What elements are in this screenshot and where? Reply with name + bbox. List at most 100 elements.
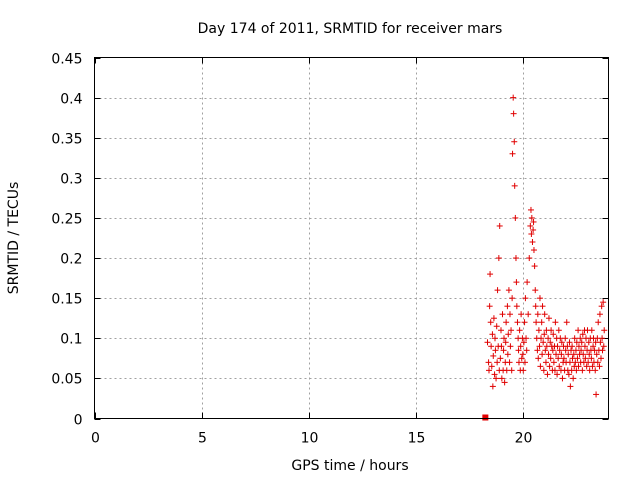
y-tick-label: 0.2 (60, 252, 82, 268)
data-point (515, 359, 522, 366)
data-point (511, 182, 518, 189)
data-point (487, 319, 494, 326)
data-point (581, 343, 588, 350)
data-point (505, 287, 512, 294)
y-tick-labels: 0 0.05 0.1 0.15 0.2 0.25 0.3 0.35 0.4 0.45 (51, 52, 82, 429)
data-point (578, 347, 585, 354)
data-point (596, 363, 603, 370)
data-point (590, 343, 597, 350)
data-point (540, 367, 547, 374)
y-tick-label: 0.45 (51, 52, 82, 68)
data-point (592, 367, 599, 374)
data-point (546, 363, 553, 370)
data-point (575, 363, 582, 370)
data-point (499, 311, 506, 318)
data-point (493, 375, 500, 382)
data-point (484, 339, 491, 346)
data-point (511, 138, 518, 145)
data-point (497, 327, 504, 334)
data-point (490, 315, 497, 322)
data-point (510, 94, 517, 101)
data-point (579, 367, 586, 374)
data-point (586, 351, 593, 358)
y-axis-label: SRMTID / TECUs (6, 182, 22, 295)
data-point (577, 335, 584, 342)
data-point (495, 255, 502, 262)
x-tick-label: 20 (515, 431, 533, 447)
data-point (485, 367, 492, 374)
data-point (502, 339, 509, 346)
data-point (521, 319, 528, 326)
data-point (540, 339, 547, 346)
data-point (545, 351, 552, 358)
data-point (508, 367, 515, 374)
data-point (555, 327, 562, 334)
data-point (554, 371, 561, 378)
data-point (504, 303, 511, 310)
data-point (513, 279, 520, 286)
data-point (596, 311, 603, 318)
data-point (560, 355, 567, 362)
data-point (571, 335, 578, 342)
data-point (529, 239, 536, 246)
data-point (559, 375, 566, 382)
data-point (532, 287, 539, 294)
data-point (512, 255, 519, 262)
data-point (541, 331, 548, 338)
data-point (552, 319, 559, 326)
x-tick-labels: 0 5 10 15 20 (91, 431, 532, 447)
data-point (585, 359, 592, 366)
chart-title: Day 174 of 2011, SRMTID for receiver mar… (198, 21, 503, 37)
data-point (507, 343, 514, 350)
data-point (501, 379, 508, 386)
y-tick-label: 0.15 (51, 292, 82, 308)
data-point (544, 371, 551, 378)
data-point (498, 375, 505, 382)
data-point (488, 343, 495, 350)
data-point (575, 327, 582, 334)
data-point (486, 303, 493, 310)
data-point (489, 383, 496, 390)
data-point (558, 351, 565, 358)
x-axis-label: GPS time / hours (291, 458, 408, 474)
data-point (554, 343, 561, 350)
data-point (488, 363, 495, 370)
data-point (537, 363, 544, 370)
data-point (503, 319, 510, 326)
data-point (505, 331, 512, 338)
data-point (579, 331, 586, 338)
data-point (535, 355, 542, 362)
data-point (496, 222, 503, 229)
data-point (600, 299, 607, 306)
data-point (538, 319, 545, 326)
x-tick-label: 0 (91, 431, 100, 447)
data-point (492, 347, 499, 354)
data-point (570, 375, 577, 382)
data-point (566, 359, 573, 366)
data-point (574, 355, 581, 362)
data-point (548, 327, 555, 334)
data-point (598, 355, 605, 362)
data-point (565, 351, 572, 358)
data-point (582, 355, 589, 362)
data-point (562, 335, 569, 342)
y-tick-label: 0.05 (51, 372, 82, 388)
data-point (599, 335, 606, 342)
data-point (530, 218, 537, 225)
x-tick-label: 5 (198, 431, 207, 447)
data-point (500, 347, 507, 354)
data-point (525, 311, 532, 318)
data-point (514, 319, 521, 326)
data-point (550, 359, 557, 366)
data-point (541, 311, 548, 318)
data-point (526, 255, 533, 262)
data-point (601, 327, 608, 334)
data-point (487, 271, 494, 278)
data-point (593, 351, 600, 358)
data-point (572, 347, 579, 354)
data-point (556, 363, 563, 370)
data-point (599, 347, 606, 354)
data-point (521, 359, 528, 366)
data-point (569, 343, 576, 350)
data-point (545, 335, 552, 342)
